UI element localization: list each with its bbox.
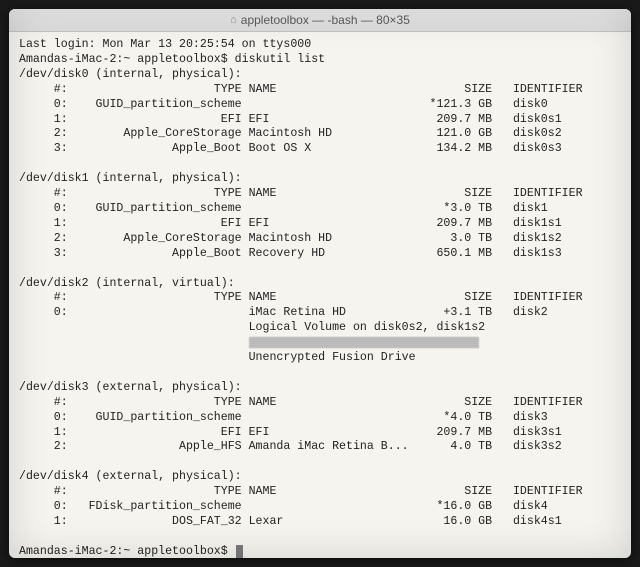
cursor — [236, 545, 243, 558]
redacted-line — [249, 337, 479, 348]
window-titlebar[interactable]: ⌂ appletoolbox — -bash — 80×35 — [9, 9, 631, 32]
terminal-window: ⌂ appletoolbox — -bash — 80×35 Last logi… — [9, 9, 631, 558]
home-icon: ⌂ — [230, 14, 237, 26]
terminal-output[interactable]: Last login: Mon Mar 13 20:25:54 on ttys0… — [9, 32, 631, 558]
window-title: appletoolbox — -bash — 80×35 — [241, 13, 410, 27]
